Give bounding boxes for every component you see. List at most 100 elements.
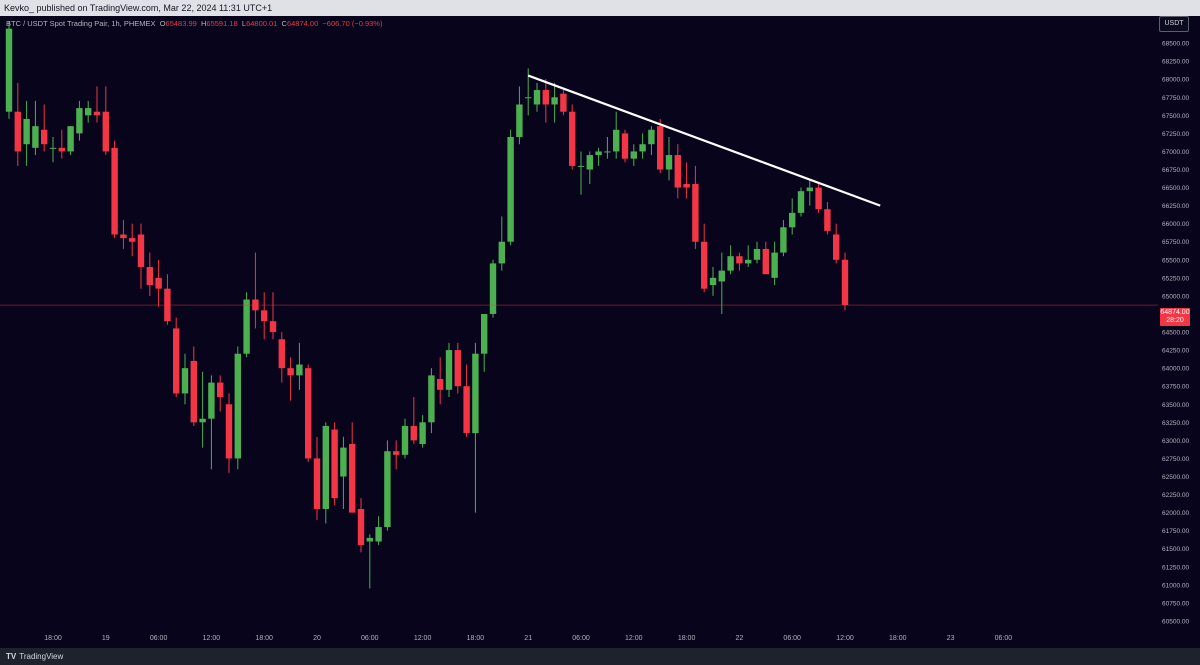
publisher-text: Kevko_ published on TradingView.com, Mar… <box>4 3 273 13</box>
y-tick-label: 64500.00 <box>1162 330 1189 337</box>
candle-body <box>155 277 162 289</box>
candle-body <box>419 422 426 444</box>
candle-body <box>269 321 277 333</box>
y-tick-label: 66750.00 <box>1162 167 1189 174</box>
open-value: 65483.99 <box>165 19 197 28</box>
candle-body <box>841 259 849 306</box>
x-tick-label: 22 <box>736 635 744 642</box>
candle-body <box>639 144 646 152</box>
y-tick-label: 65500.00 <box>1162 257 1189 264</box>
x-tick-label: 21 <box>524 635 532 642</box>
y-tick-label: 68000.00 <box>1162 77 1189 84</box>
tradingview-logo-icon: TV <box>6 652 17 661</box>
candle-body <box>525 97 532 99</box>
candle-body <box>129 238 136 242</box>
x-tick-label: 18:00 <box>255 635 273 642</box>
candle-body <box>199 418 206 423</box>
x-tick-label: 06:00 <box>361 635 379 642</box>
candle-body <box>797 191 805 213</box>
x-tick-label: 20 <box>313 635 321 642</box>
candle-body <box>322 425 329 510</box>
candle-body <box>657 126 664 170</box>
x-tick-label: 19 <box>102 635 110 642</box>
y-tick-label: 61250.00 <box>1162 564 1189 571</box>
candle-body <box>225 404 233 459</box>
y-tick-label: 68500.00 <box>1162 41 1189 48</box>
candle-body <box>32 126 39 148</box>
y-tick-label: 66250.00 <box>1162 203 1189 210</box>
y-tick-label: 65250.00 <box>1162 275 1189 282</box>
y-tick-label: 65000.00 <box>1162 293 1189 300</box>
candle-body <box>489 263 497 314</box>
footer-bar: TV TradingView <box>0 648 1200 665</box>
candle-body <box>120 234 127 239</box>
candle-body <box>648 129 655 145</box>
candle-body <box>709 277 717 286</box>
y-tick-label: 61750.00 <box>1162 528 1189 535</box>
candle-body <box>93 111 101 116</box>
candle-body <box>14 111 21 152</box>
x-tick-label: 06:00 <box>150 635 168 642</box>
chart-legend: BTC / USDT Spot Trading Pair, 1h, PHEMEX… <box>6 19 382 28</box>
candle-body <box>401 425 409 455</box>
candle-body <box>542 90 549 105</box>
low-label: L <box>241 19 247 28</box>
y-tick-label: 62750.00 <box>1162 456 1189 463</box>
candle-body <box>665 155 673 170</box>
y-tick-label: 61000.00 <box>1162 582 1189 589</box>
y-tick-label: 64000.00 <box>1162 366 1189 373</box>
y-tick-label: 61500.00 <box>1162 546 1189 553</box>
x-tick-label: 18:00 <box>889 635 907 642</box>
candle-body <box>806 187 813 192</box>
price-chart[interactable]: 68750.0068500.0068250.0068000.0067750.00… <box>0 16 1200 648</box>
y-tick-label: 67750.00 <box>1162 95 1189 102</box>
candle-body <box>217 382 224 398</box>
y-tick-label: 68250.00 <box>1162 59 1189 66</box>
candle-body <box>331 429 338 499</box>
candle-body <box>190 360 197 423</box>
x-tick-label: 12:00 <box>836 635 854 642</box>
candle-body <box>789 212 796 228</box>
candle-body <box>437 378 444 390</box>
candle-body <box>815 187 822 210</box>
price-axis: 68750.0068500.0068250.0068000.0067750.00… <box>1162 23 1189 626</box>
candle-body <box>340 447 347 477</box>
candle-body <box>49 147 57 149</box>
candle-body <box>701 241 708 289</box>
candle-body <box>445 350 453 390</box>
candle-body <box>454 350 461 387</box>
last-price-tag: 64874.00 28:20 <box>1160 308 1190 326</box>
x-tick-label: 12:00 <box>203 635 221 642</box>
y-tick-label: 63500.00 <box>1162 402 1189 409</box>
candle-body <box>577 165 585 167</box>
high-label: H <box>201 19 207 28</box>
candle-body <box>234 353 241 459</box>
candle-body <box>507 136 514 242</box>
candle-body <box>516 104 523 137</box>
candle-body <box>243 299 250 354</box>
y-tick-label: 67500.00 <box>1162 113 1189 120</box>
candle-body <box>762 248 769 275</box>
candle-body <box>780 227 787 253</box>
y-tick-label: 62250.00 <box>1162 492 1189 499</box>
candle-body <box>58 147 65 152</box>
x-tick-label: 06:00 <box>783 635 801 642</box>
candle-body <box>181 368 189 394</box>
candle-body <box>313 458 321 510</box>
currency-selector[interactable]: USDT <box>1159 16 1189 32</box>
last-price: 64874.00 <box>1160 309 1190 316</box>
candle-body <box>76 108 83 134</box>
candle-body <box>393 451 400 455</box>
x-tick-label: 18:00 <box>678 635 696 642</box>
x-tick-label: 12:00 <box>625 635 643 642</box>
change-value: −606.70 (−0.93%) <box>322 19 383 28</box>
y-tick-label: 67250.00 <box>1162 131 1189 138</box>
close-label: C <box>281 19 287 28</box>
candle-body <box>85 108 92 116</box>
candle-body <box>595 151 602 156</box>
chart-area[interactable]: 68750.0068500.0068250.0068000.0067750.00… <box>0 16 1200 648</box>
x-tick-label: 23 <box>947 635 955 642</box>
candle-body <box>824 209 831 231</box>
y-tick-label: 66500.00 <box>1162 185 1189 192</box>
y-tick-label: 65750.00 <box>1162 239 1189 246</box>
